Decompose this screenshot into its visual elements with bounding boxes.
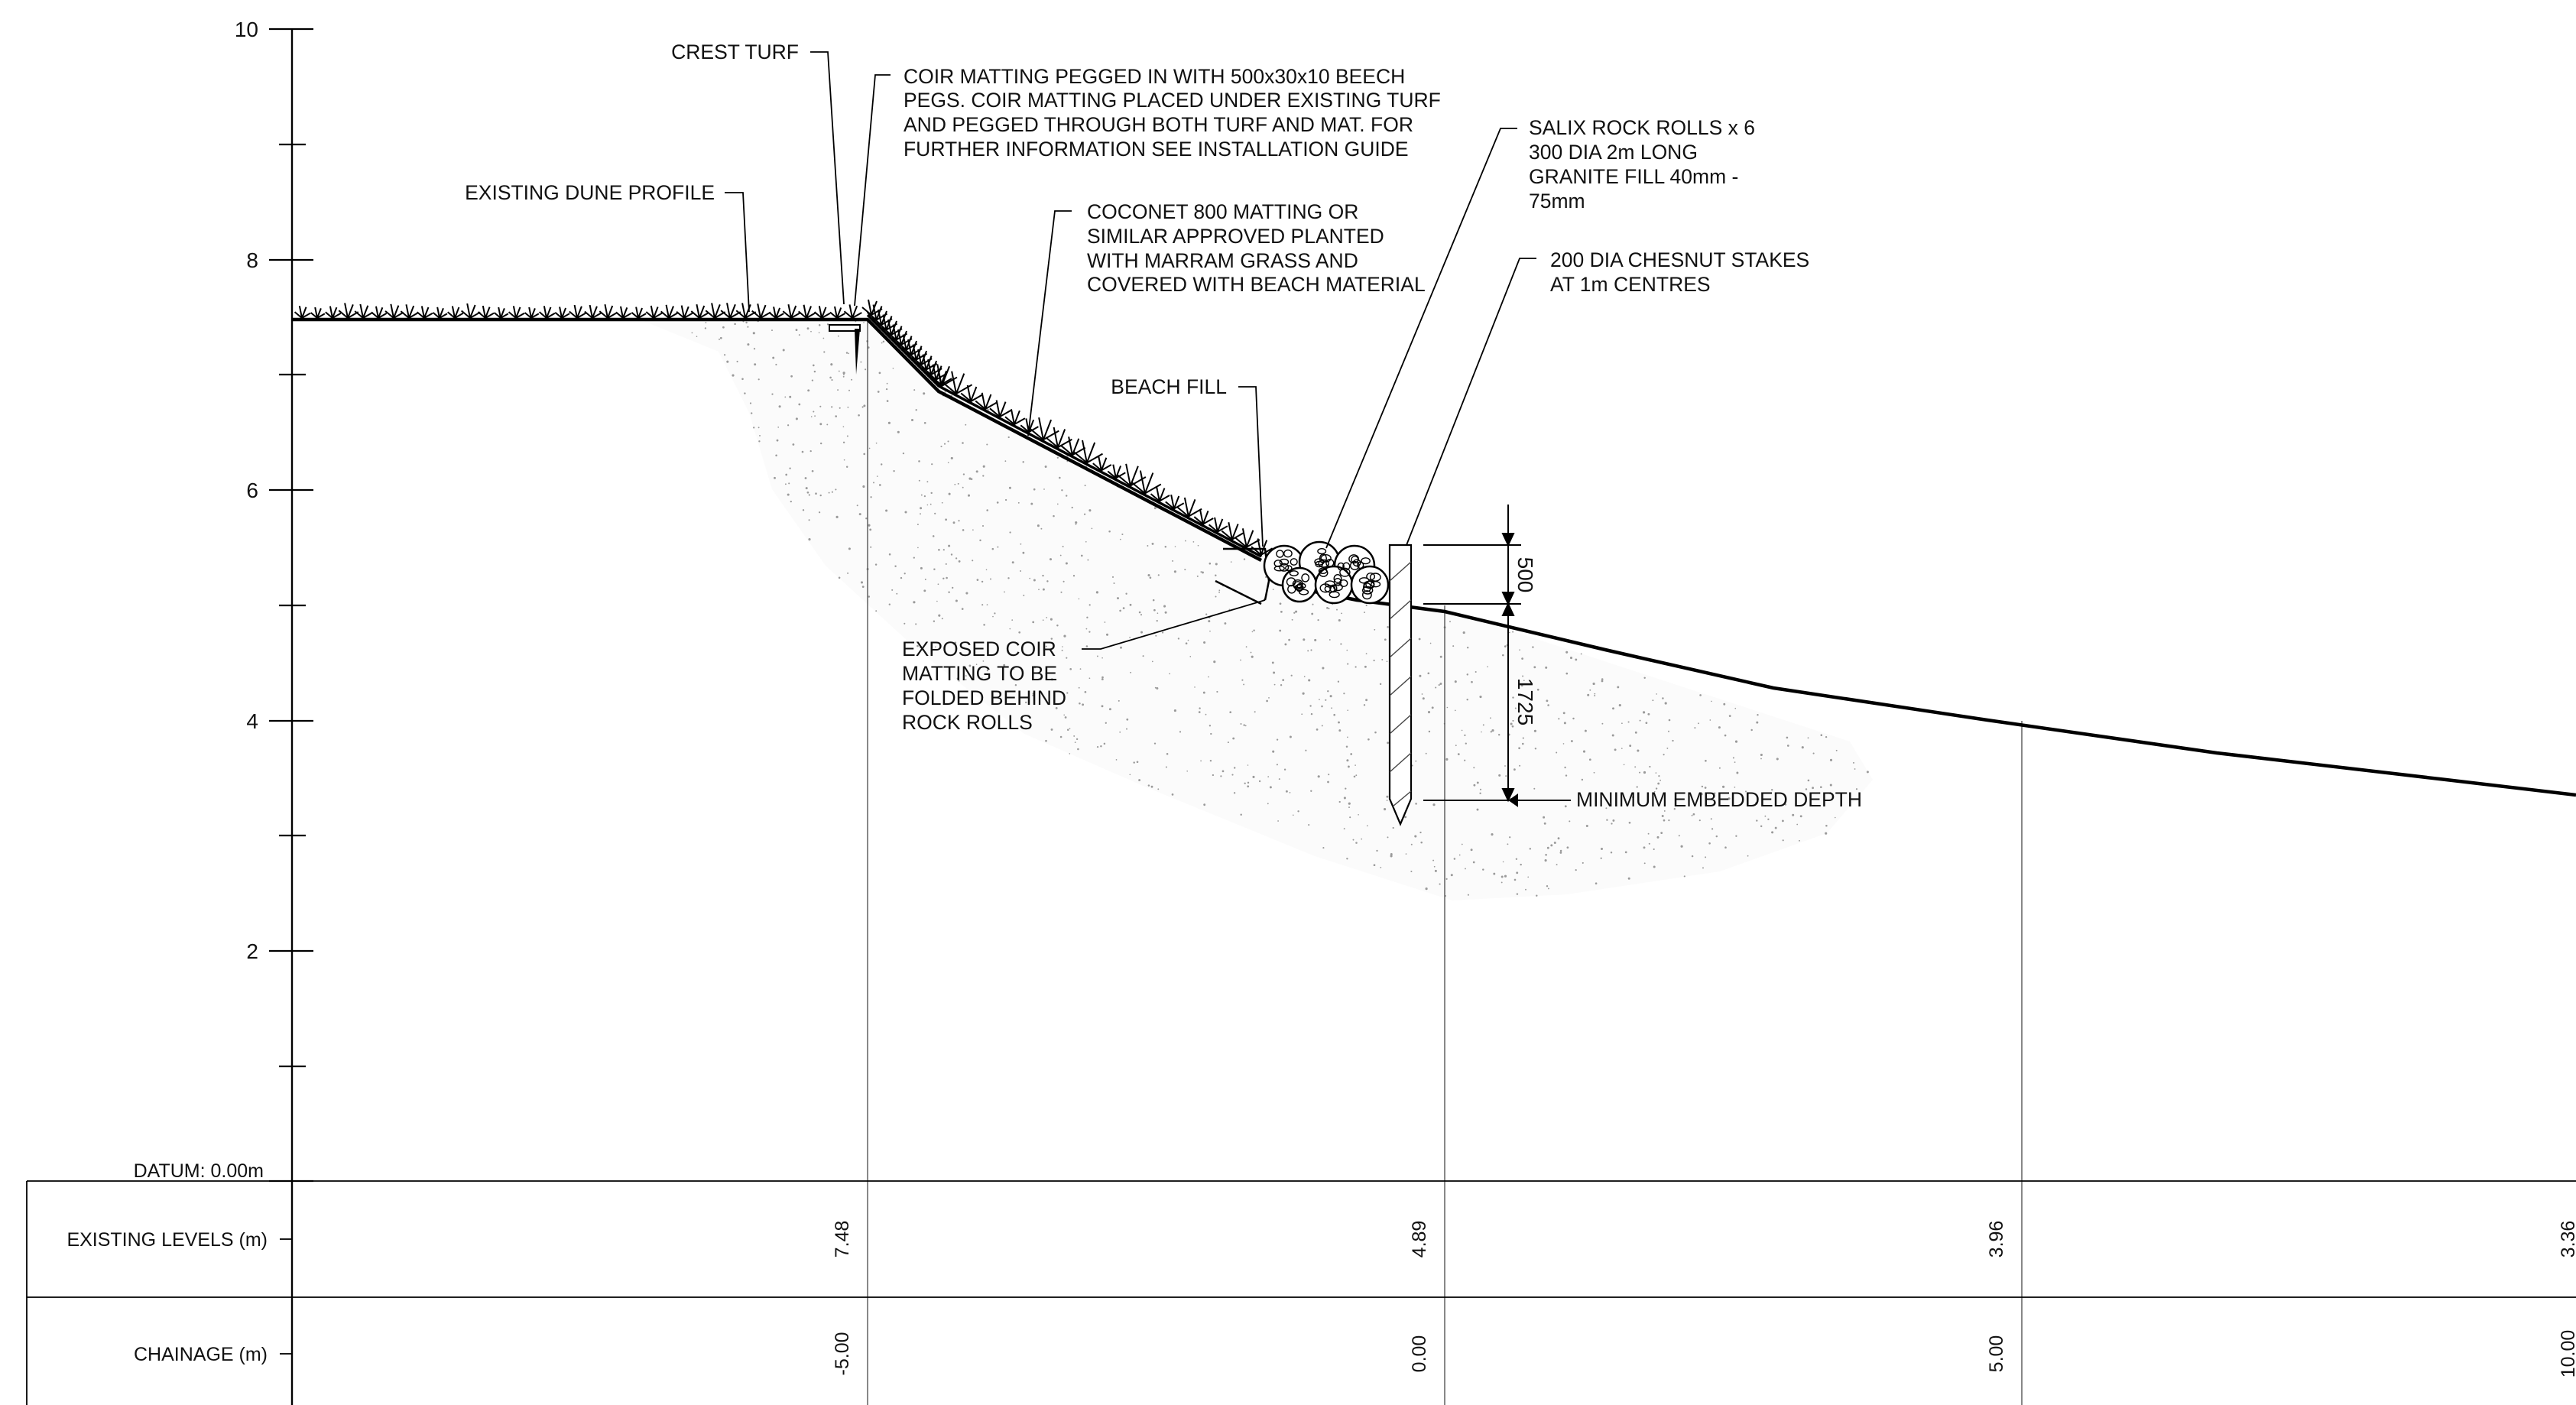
existing-level-value: 3.36 [2558,1221,2576,1258]
label-coir-matting-1: COIR MATTING PEGGED IN WITH 500x30x10 BE… [904,65,1405,88]
chesnut-stake [1388,544,1413,826]
annotation-labels: CREST TURF COIR MATTING PEGGED IN WITH 5… [465,41,1862,811]
label-salix-4: 75mm [1529,190,1585,213]
chainage-value: 10.00 [2558,1330,2576,1378]
salix-rock-rolls [1263,540,1390,605]
label-coir-matting-3: AND PEGGED THROUGH BOTH TURF AND MAT. FO… [904,113,1413,136]
label-coconet-4: COVERED WITH BEACH MATERIAL [1087,273,1426,296]
crest-peg-plate [829,324,861,332]
label-exposed-coir-4: ROCK ROLLS [902,711,1033,734]
chainage-label: CHAINAGE (m) [134,1344,268,1365]
existing-levels-label: EXISTING LEVELS (m) [67,1229,268,1251]
datum-label: DATUM: 0.00m [134,1160,264,1182]
axis-tick-8: 8 [246,248,258,272]
dimension-500: 500 [1513,557,1537,593]
chainage-value: 0.00 [1409,1335,1430,1373]
label-stakes-1: 200 DIA CHESNUT STAKES [1550,248,1809,271]
label-exposed-coir-1: EXPOSED COIR [902,638,1056,660]
label-beach-fill: BEACH FILL [1111,375,1227,398]
label-stakes-2: AT 1m CENTRES [1550,273,1711,296]
leader-lines [725,51,1536,650]
label-exposed-coir-2: MATTING TO BE [902,662,1057,685]
label-crest-turf: CREST TURF [671,41,799,63]
label-exposed-coir-3: FOLDED BEHIND [902,686,1066,709]
sand-fill-stipple [644,320,1873,900]
axis-tick-2: 2 [246,939,258,963]
dimension-1725: 1725 [1513,678,1537,725]
level-axis: 10 8 6 4 2 DATUM: 0.00m [134,18,313,1405]
label-coir-matting-4: FURTHER INFORMATION SEE INSTALLATION GUI… [904,138,1409,161]
existing-level-value: 7.48 [832,1221,853,1258]
label-salix-2: 300 DIA 2m LONG [1529,141,1698,164]
existing-level-value: 4.89 [1409,1221,1430,1258]
dimension-lines [1423,505,1571,807]
label-coconet-3: WITH MARRAM GRASS AND [1087,249,1358,272]
label-salix-1: SALIX ROCK ROLLS x 6 [1529,116,1755,139]
crest-peg [855,329,860,375]
existing-level-value: 3.96 [1986,1221,2007,1258]
ground-profile [292,313,2576,797]
chainage-gridlines [867,321,2023,1405]
chainage-value: -5.00 [832,1332,853,1376]
chainage-value: 5.00 [1986,1335,2007,1373]
label-coconet-2: SIMILAR APPROVED PLANTED [1087,225,1384,248]
axis-tick-10: 10 [235,18,258,41]
label-coir-matting-2: PEGS. COIR MATTING PLACED UNDER EXISTING… [904,89,1441,112]
label-coconet-1: COCONET 800 MATTING OR [1087,200,1358,223]
marram-grass [294,299,1273,557]
axis-tick-4: 4 [246,709,258,733]
label-salix-3: GRANITE FILL 40mm - [1529,165,1738,188]
level-chainage-table: EXISTING LEVELS (m) CHAINAGE (m) 7.48 4.… [26,1180,2576,1405]
label-minimum-embedded-depth: MINIMUM EMBEDDED DEPTH [1576,788,1862,811]
label-existing-dune-profile: EXISTING DUNE PROFILE [465,181,715,204]
axis-tick-6: 6 [246,479,258,502]
